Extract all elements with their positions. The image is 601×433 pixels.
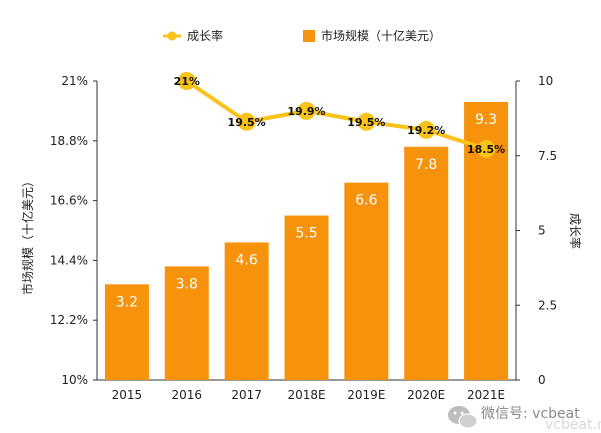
bar-value-label: 7.8 — [415, 157, 437, 173]
bar — [344, 182, 389, 380]
x-tick-label: 2019E — [347, 388, 385, 402]
bar-value-label: 4.6 — [236, 252, 258, 268]
legend-label-growth: 成长率 — [187, 28, 223, 43]
legend-item-growth: 成长率 — [163, 28, 223, 43]
x-tick-label: 2015 — [112, 388, 143, 402]
left-axis-ticks: 10% 12.2% 14.4% 16.6% 18.8% 21% — [50, 74, 97, 387]
bar-value-label: 3.2 — [116, 294, 138, 310]
watermark: 微信号: vcbeat vcbeat.net — [448, 406, 601, 433]
growth-point-label: 19.5% — [228, 116, 266, 129]
growth-point — [297, 101, 316, 120]
bar-value-label: 6.6 — [355, 193, 377, 209]
right-tick-label: 0 — [538, 373, 546, 387]
growth-point-label: 19.9% — [287, 105, 325, 118]
growth-point-label: 18.5% — [467, 143, 505, 156]
bar — [104, 284, 149, 380]
growth-point-label: 19.2% — [407, 124, 445, 137]
watermark-site: vcbeat.net — [545, 417, 601, 433]
right-tick-label: 5 — [538, 224, 546, 238]
line-series: 21% 19.5% 19.9% 19.5% 19.2% 18.5% — [174, 72, 505, 158]
watermark-text: 微信号: vcbeat — [481, 406, 580, 422]
growth-point — [177, 72, 196, 90]
wechat-bubble-small — [458, 413, 478, 429]
legend: 成长率 市场规模（十亿美元） — [163, 28, 441, 43]
right-axis-ticks: 0 2.5 5 7.5 10 — [516, 74, 557, 387]
growth-point — [357, 112, 376, 131]
x-tick-label: 2021E — [467, 388, 505, 402]
bar-value-label: 5.5 — [295, 226, 317, 242]
left-tick-label: 10% — [61, 373, 88, 387]
right-tick-label: 7.5 — [538, 149, 557, 163]
x-tick-label: 2017 — [231, 388, 262, 402]
bar-value-label: 9.3 — [475, 112, 497, 128]
wechat-icon — [448, 406, 478, 429]
bar — [224, 242, 269, 380]
left-tick-label: 16.6% — [50, 194, 88, 208]
right-tick-label: 2.5 — [538, 298, 557, 312]
growth-point — [477, 139, 496, 158]
legend-label-market: 市场规模（十亿美元） — [321, 28, 441, 43]
bar — [164, 266, 209, 380]
legend-marker-swatch — [167, 31, 177, 41]
bar-series: 3.2 3.8 4.6 5.5 6.6 7.8 9.3 — [104, 101, 509, 381]
left-axis-title: 市场规模（十亿美元） — [20, 175, 35, 295]
growth-point-label: 19.5% — [347, 116, 385, 129]
x-tick-label: 2018E — [287, 388, 325, 402]
left-tick-label: 18.8% — [50, 134, 88, 148]
legend-item-market: 市场规模（十亿美元） — [303, 28, 441, 43]
growth-point — [237, 112, 256, 131]
left-tick-label: 21% — [61, 74, 88, 88]
right-axis-title: 成长率 — [568, 213, 583, 249]
left-tick-label: 12.2% — [50, 313, 88, 327]
legend-bar-swatch — [303, 30, 315, 42]
growth-point — [417, 120, 436, 139]
growth-point-label: 21% — [174, 75, 200, 88]
bar-value-label: 3.8 — [176, 276, 198, 292]
x-tick-label: 2020E — [407, 388, 445, 402]
bar — [284, 215, 329, 380]
left-tick-label: 14.4% — [50, 253, 88, 267]
bar — [404, 146, 449, 380]
growth-line — [185, 79, 487, 151]
right-tick-label: 10 — [538, 74, 553, 88]
x-axis-ticks: 2015 2016 2017 2018E 2019E 2020E 2021E — [112, 388, 505, 402]
x-tick-label: 2016 — [172, 388, 203, 402]
